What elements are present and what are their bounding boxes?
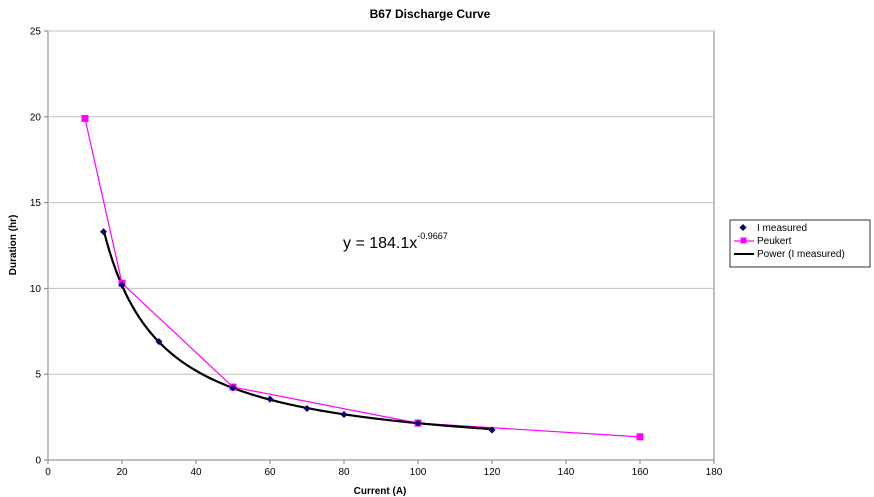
x-tick-label: 20 — [116, 467, 128, 478]
legend-marker-square — [740, 237, 747, 244]
peukert-point — [81, 115, 89, 123]
y-tick-label: 25 — [30, 27, 42, 38]
trendline-equation-base: y = 184.1x — [343, 235, 417, 252]
y-tick-label: 20 — [30, 112, 42, 123]
x-tick-label: 140 — [558, 467, 575, 478]
x-axis-label: Current (A) — [354, 486, 407, 497]
x-tick-label: 180 — [706, 467, 723, 478]
i-measured-point — [118, 281, 126, 289]
y-tick-label: 15 — [30, 198, 42, 209]
y-axis-label: Duration (hr) — [8, 215, 19, 276]
legend-marker-diamond — [739, 224, 747, 231]
i-measured-point — [340, 411, 348, 419]
i-measured-point — [303, 405, 311, 413]
y-tick-label: 10 — [30, 284, 42, 295]
i-measured-point — [488, 426, 496, 434]
trendline-equation: y = 184.1x-0.9667 — [343, 231, 448, 252]
power-trendline — [102, 229, 493, 431]
i-measured-point — [155, 338, 163, 346]
gridlines — [48, 30, 714, 375]
legend-label-power: Power (I measured) — [757, 249, 845, 260]
y-axis-ticks: 0 5 10 15 20 25 — [30, 27, 48, 467]
i-measured-point — [414, 419, 422, 427]
x-tick-label: 120 — [484, 467, 501, 478]
chart-title: B67 Discharge Curve — [370, 7, 491, 21]
i-measured-point — [266, 395, 274, 403]
legend-label-peukert: Peukert — [757, 236, 792, 247]
x-tick-label: 100 — [410, 467, 427, 478]
x-tick-label: 0 — [45, 467, 51, 478]
legend-box — [729, 219, 871, 268]
series-layer — [81, 115, 644, 441]
x-tick-label: 40 — [190, 467, 202, 478]
x-tick-label: 160 — [632, 467, 649, 478]
legend-label-i-measured: I measured — [757, 223, 807, 234]
legend-item-power-trendline: Power (I measured) — [734, 249, 845, 260]
i-measured-point — [100, 228, 107, 236]
x-tick-label: 80 — [338, 467, 350, 478]
x-tick-label: 60 — [264, 467, 276, 478]
legend-item-i-measured: I measured — [739, 223, 807, 234]
y-tick-label: 5 — [35, 370, 41, 381]
trendline-equation-exponent: -0.9667 — [417, 231, 448, 241]
peukert-point — [636, 433, 644, 441]
legend-item-peukert: Peukert — [734, 236, 792, 247]
x-axis-ticks: 0 20 40 60 80 100 120 140 160 180 — [45, 460, 723, 478]
y-tick-label: 0 — [35, 456, 41, 467]
plot-area — [47, 30, 715, 461]
i-measured-point — [229, 384, 237, 392]
legend: I measured Peukert Power (I measured) — [729, 219, 871, 268]
